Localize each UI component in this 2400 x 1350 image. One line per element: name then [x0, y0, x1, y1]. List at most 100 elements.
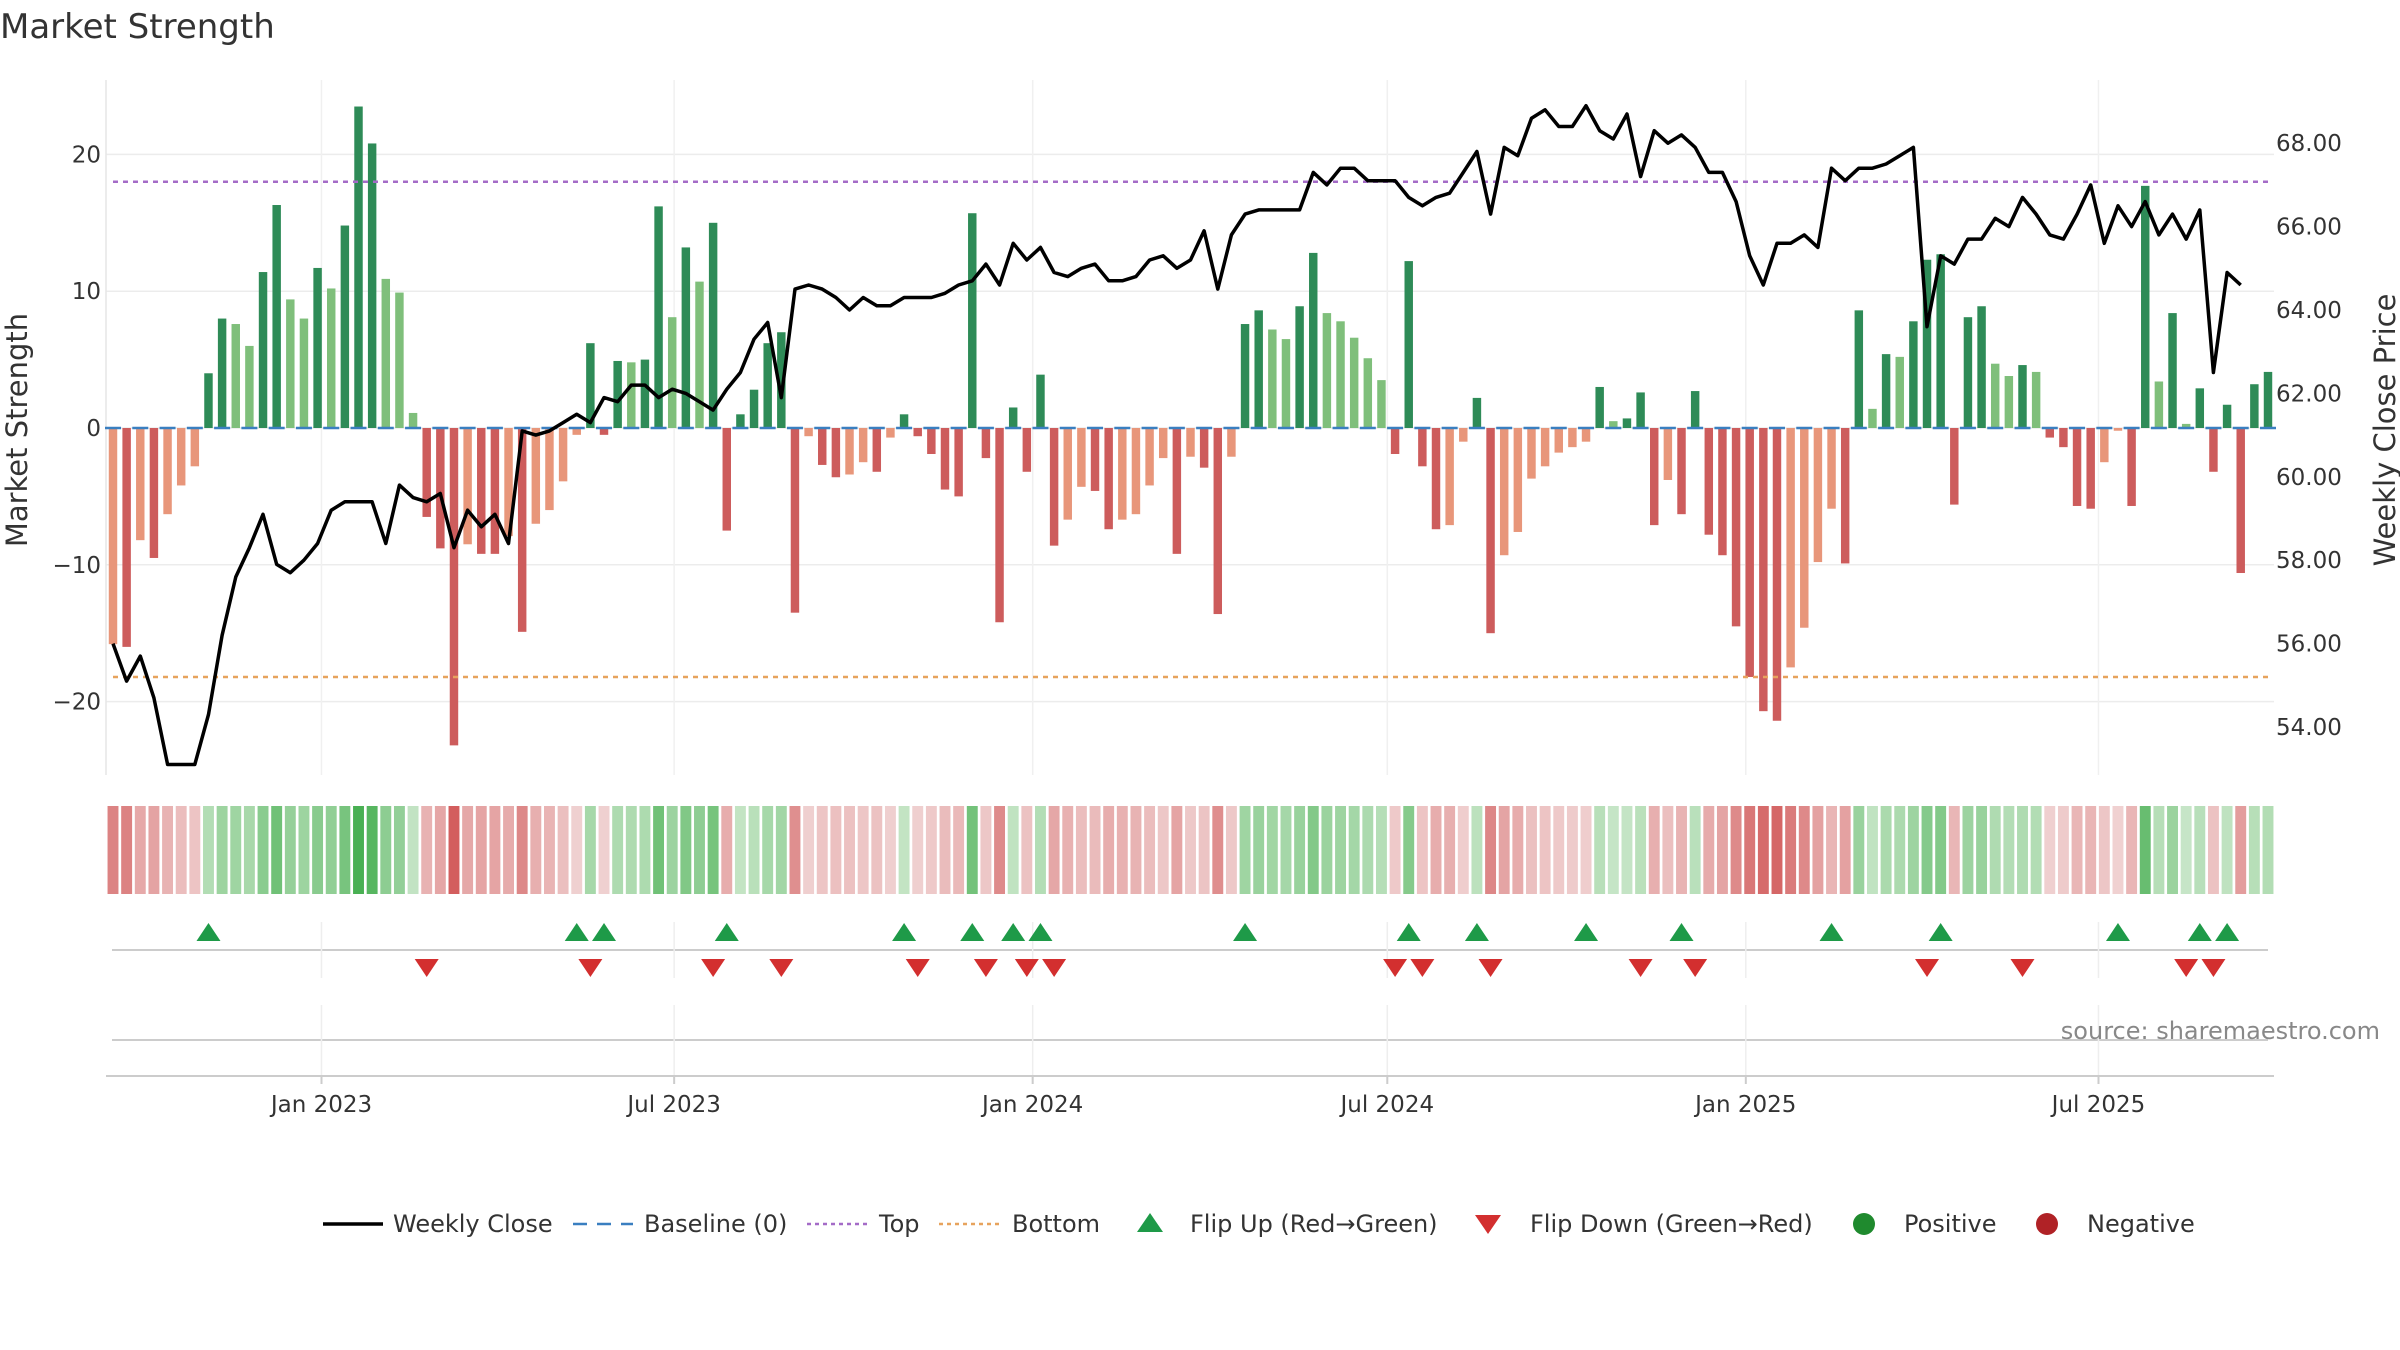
right-tick-label: 68.00 — [2276, 131, 2342, 157]
heat-cell — [803, 806, 815, 894]
heat-cell — [925, 806, 937, 894]
legend-swatch — [1475, 1215, 1501, 1234]
flip-up-marker — [1396, 923, 1421, 941]
heat-cell — [1239, 806, 1251, 894]
strength-bar — [313, 267, 322, 428]
strength-bar — [736, 414, 745, 428]
flip-up-marker — [960, 923, 985, 941]
heat-cell — [421, 806, 433, 894]
strength-bar — [1772, 428, 1782, 721]
heat-cell — [1144, 806, 1156, 894]
x-axis: Jan 2023 Jul 2023 Jan 2024 Jul 2024 Jan 2025… — [106, 1075, 2274, 1118]
heat-cell — [1798, 806, 1810, 894]
heat-cell — [666, 806, 678, 894]
heat-cell — [1362, 806, 1374, 894]
heat-cell — [1471, 806, 1483, 894]
legend-label: Flip Up (Red→Green) — [1190, 1210, 1438, 1238]
strength-bar — [2127, 428, 2136, 506]
strength-bar — [1172, 428, 1182, 554]
flip-down-marker — [701, 959, 726, 977]
strength-bar — [217, 318, 227, 428]
heat-cell — [353, 806, 364, 894]
strength-bar — [1827, 428, 1836, 509]
flip-down-marker — [414, 959, 439, 977]
heat-cell — [1621, 806, 1633, 894]
strength-bar — [1268, 329, 1277, 428]
heat-cell — [612, 806, 624, 894]
flip-up-marker — [1928, 923, 1953, 941]
right-tick-label: 58.00 — [2276, 548, 2342, 574]
strength-bar — [2250, 384, 2259, 428]
strength-bar — [1022, 428, 1032, 472]
heat-cell — [1225, 806, 1237, 894]
strength-bar — [763, 343, 772, 428]
flip-down-marker — [1915, 959, 1940, 977]
strength-bar — [1540, 428, 1550, 467]
empty-panel: source: sharemaestro.com — [112, 1005, 2380, 1075]
gridlines — [106, 80, 2274, 775]
heat-cell — [257, 806, 269, 894]
heat-cell — [680, 806, 692, 894]
heat-cell — [1962, 806, 1974, 894]
heat-cell — [734, 806, 746, 894]
strength-bar — [2195, 388, 2205, 428]
heat-cell — [1744, 806, 1756, 894]
legend-label: Weekly Close — [393, 1210, 553, 1238]
heat-cell — [2167, 806, 2178, 894]
strength-bar — [1336, 321, 1345, 428]
strength-bar — [1677, 428, 1686, 515]
right-tick-label: 56.00 — [2276, 632, 2342, 658]
heat-cell — [1089, 806, 1101, 894]
heat-cell — [1676, 806, 1687, 894]
strength-bar — [1527, 428, 1536, 479]
heat-cell — [148, 806, 160, 894]
strength-bar — [1104, 428, 1113, 530]
heat-cell — [1607, 806, 1619, 894]
strength-bar — [299, 318, 309, 428]
strength-bar — [1118, 428, 1127, 520]
heat-cell — [953, 806, 965, 894]
heat-cell — [1335, 806, 1346, 894]
strength-bar — [831, 428, 841, 478]
strength-bar — [326, 288, 336, 428]
strength-bar — [1922, 259, 1932, 428]
heat-cell — [844, 806, 855, 894]
heat-cell — [1839, 806, 1851, 894]
right-axis-title: Weekly Close Price — [2368, 294, 2400, 567]
heat-cell — [1498, 806, 1510, 894]
strength-bar — [599, 428, 609, 435]
heat-cell — [1403, 806, 1415, 894]
legend-item: Flip Up (Red→Green) — [1137, 1210, 1438, 1238]
heat-cell — [1075, 806, 1087, 894]
flip-up-marker — [564, 923, 589, 941]
heat-cell — [2235, 806, 2247, 894]
strength-bar — [545, 428, 554, 511]
strength-bar — [1936, 254, 1945, 428]
strength-bar — [490, 428, 500, 554]
strength-bars — [108, 106, 2273, 746]
strength-bar — [1349, 337, 1359, 428]
flip-panel — [112, 922, 2268, 978]
strength-bar — [1963, 317, 1973, 428]
heat-cell — [298, 806, 310, 894]
flip-down-markers — [414, 959, 2226, 977]
heat-cell — [1266, 806, 1278, 894]
heat-cell — [2003, 806, 2015, 894]
legend-label: Baseline (0) — [644, 1210, 787, 1238]
heat-cell — [1648, 806, 1660, 894]
strength-bar — [1718, 428, 1727, 556]
heat-cell — [1812, 806, 1824, 894]
flip-up-marker — [1233, 923, 1258, 941]
strength-bar — [2209, 428, 2218, 472]
strength-bar — [790, 428, 800, 613]
flip-down-marker — [2174, 959, 2199, 977]
strength-bar — [504, 428, 513, 537]
strength-bar — [2222, 404, 2232, 428]
strength-bar — [1186, 428, 1195, 457]
heat-cell — [748, 806, 760, 894]
strength-bar — [627, 362, 636, 428]
flip-up-marker — [2187, 923, 2212, 941]
heat-cell — [1785, 806, 1797, 894]
strength-bar — [136, 428, 145, 541]
